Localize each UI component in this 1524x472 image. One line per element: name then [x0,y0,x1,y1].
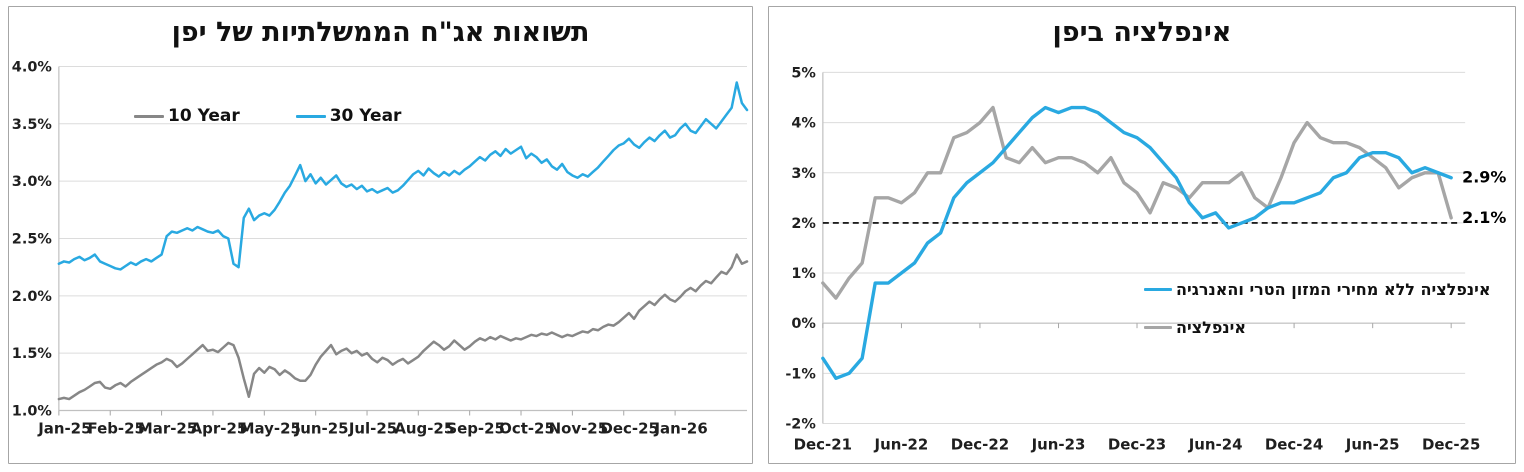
japan-inflation-chart-title: אינפלציה ביפן [1052,17,1232,48]
svg-text:Jun-24: Jun-24 [1188,435,1243,453]
svg-text:Jun-25: Jun-25 [1345,435,1400,453]
svg-text:3.0%: 3.0% [12,174,53,190]
legend-label-headline-inflation: אינפלציה [1176,318,1246,337]
svg-text:2.9%: 2.9% [1462,168,1506,187]
svg-text:Dec-21: Dec-21 [794,435,852,453]
svg-text:1.0%: 1.0% [12,404,53,420]
svg-text:2.5%: 2.5% [12,231,53,247]
inflation-legend-row-headline: אינפלציה [1144,318,1246,337]
svg-text:Jun-23: Jun-23 [1031,435,1086,453]
30-year-line-swatch [295,114,326,118]
svg-text:3%: 3% [791,166,816,182]
svg-text:1%: 1% [791,266,816,282]
svg-text:5%: 5% [791,65,816,81]
svg-text:Dec-22: Dec-22 [951,435,1009,453]
svg-text:0%: 0% [791,316,816,332]
svg-text:-1%: -1% [785,366,816,382]
svg-text:Oct-25: Oct-25 [499,419,555,437]
svg-text:Jun-25: Jun-25 [294,419,349,437]
svg-text:-2%: -2% [785,416,816,432]
10-year-line-swatch [134,114,164,118]
legend-label-10-year: 10 Year [168,106,240,126]
svg-text:Dec-24: Dec-24 [1265,435,1323,453]
svg-text:Aug-25: Aug-25 [394,419,454,437]
bond-yields-legend: 10 Year 30 Year [134,106,401,126]
svg-text:3.5%: 3.5% [12,117,53,133]
bond-yields-chart-panel: תשואות אג"ח הממשלתיות של יפן 10 Year 30 … [8,6,753,464]
svg-text:4.0%: 4.0% [12,59,53,75]
svg-text:Apr-25: Apr-25 [191,419,248,437]
legend-item-core-inflation: אינפלציה ללא מחירי המזון הטרי והאנרגיה [1144,280,1490,299]
svg-text:4%: 4% [791,116,816,132]
legend-item-headline-inflation: אינפלציה [1144,318,1246,337]
legend-label-core-inflation: אינפלציה ללא מחירי המזון הטרי והאנרגיה [1176,280,1491,299]
svg-text:Sep-25: Sep-25 [446,419,505,437]
japan-inflation-plot: 5% 4% 3% 2% 1% 0% -1% -2% Dec-21 Jun-22 Dec-22 Jun-… [785,65,1506,453]
svg-text:Dec-25: Dec-25 [601,419,659,437]
svg-text:2%: 2% [791,216,816,232]
japan-inflation-chart-panel: אינפלציה ביפן אינפלציה ללא מחירי המזון ה… [768,6,1516,464]
bond-yields-plot: 4.0% 3.5% 3.0% 2.5% 2.0% 1.5% 1.0%Jan-25Feb-25… [12,59,749,437]
core-inflation-line-swatch [1144,288,1172,291]
svg-text:2.1%: 2.1% [1462,208,1506,227]
bond-yields-chart-title: תשואות אג"ח הממשלתיות של יפן [171,17,590,48]
svg-text:Nov-25: Nov-25 [549,419,609,437]
svg-text:Jun-22: Jun-22 [874,435,929,453]
headline-inflation-line-swatch [1144,326,1172,329]
inflation-legend-row-core: אינפלציה ללא מחירי המזון הטרי והאנרגיה [1144,280,1490,299]
svg-text:Jan-25: Jan-25 [37,419,91,437]
svg-text:Jan-26: Jan-26 [653,419,707,437]
legend-label-30-year: 30 Year [329,106,402,126]
svg-text:Dec-25: Dec-25 [1422,435,1480,453]
svg-text:May-25: May-25 [240,419,301,437]
legend-item-30-year: 30 Year [295,106,402,126]
svg-text:2.0%: 2.0% [12,289,53,305]
svg-text:1.5%: 1.5% [12,346,53,362]
svg-text:Jul-25: Jul-25 [348,419,397,437]
svg-text:Mar-25: Mar-25 [138,419,197,437]
svg-text:Feb-25: Feb-25 [88,419,145,437]
svg-text:Dec-23: Dec-23 [1108,435,1166,453]
legend-item-10-year: 10 Year [134,106,240,126]
